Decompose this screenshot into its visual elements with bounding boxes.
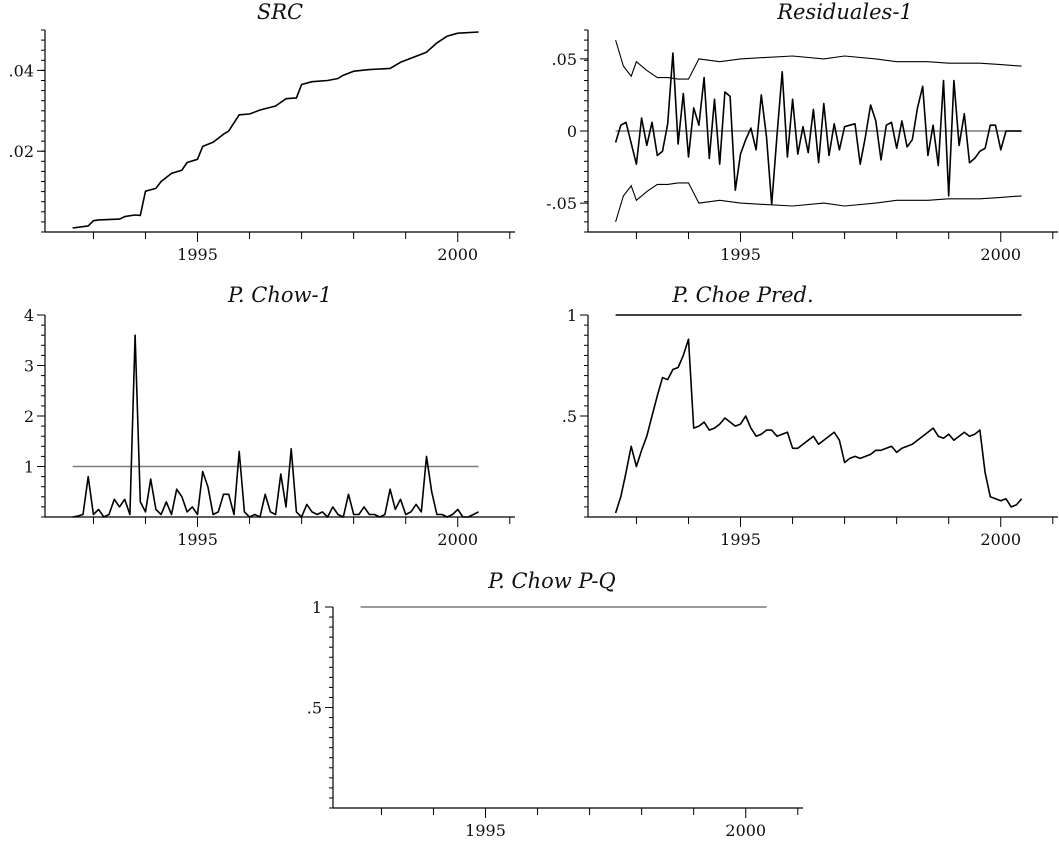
- series-line-1: [72, 334, 479, 518]
- series-line-2: [615, 39, 1022, 80]
- y-tick-label: 1: [24, 458, 34, 477]
- chart-title: Residuales-1: [776, 0, 913, 24]
- x-tick-label: 1995: [720, 245, 761, 264]
- x-tick-label: 1995: [177, 530, 218, 549]
- y-tick-label: 1: [567, 306, 577, 325]
- series-line-1: [72, 31, 479, 229]
- x-tick-label: 1995: [465, 821, 506, 840]
- chart-panel-3: P. Chow-1 1995 2000 1 2 3 4: [24, 283, 515, 549]
- chart-panel-5: P. Chow P-Q 1995 2000 .5 1: [307, 569, 803, 840]
- chart-panel-2: Residuales-1 1995 2000 -.05 0 .05: [546, 0, 1058, 264]
- y-tick-label: .5: [562, 407, 577, 426]
- y-tick-label: 4: [24, 306, 34, 325]
- y-tick-label: 3: [24, 357, 34, 376]
- chart-title: P. Chow P-Q: [487, 569, 615, 593]
- x-tick-label: 2000: [980, 530, 1021, 549]
- y-tick-label: 0: [567, 122, 577, 141]
- series-line-1: [614, 52, 1022, 206]
- x-tick-label: 2000: [437, 530, 478, 549]
- y-tick-label: -.05: [546, 194, 577, 213]
- y-tick-label: .5: [307, 699, 322, 718]
- chart-panel-4: P. Choe Pred. 1995 2000 .5 1: [562, 283, 1058, 549]
- chart-title: P. Chow-1: [227, 283, 332, 307]
- y-tick-label: 1: [312, 598, 322, 617]
- y-tick-label: .05: [552, 50, 577, 69]
- x-tick-label: 1995: [177, 245, 218, 264]
- x-tick-label: 1995: [720, 530, 761, 549]
- x-tick-label: 2000: [980, 245, 1021, 264]
- series-line-1: [614, 338, 1023, 514]
- chart-title: SRC: [257, 0, 303, 24]
- y-tick-label: .04: [9, 61, 34, 80]
- y-tick-label: 2: [24, 407, 34, 426]
- x-tick-label: 2000: [725, 821, 766, 840]
- series-line-3: [615, 182, 1022, 223]
- x-tick-label: 2000: [437, 245, 478, 264]
- chart-title: P. Choe Pred.: [671, 283, 813, 307]
- y-tick-label: .02: [9, 142, 34, 161]
- chart-panel-1: SRC 1995 2000 .02 .04: [9, 0, 515, 264]
